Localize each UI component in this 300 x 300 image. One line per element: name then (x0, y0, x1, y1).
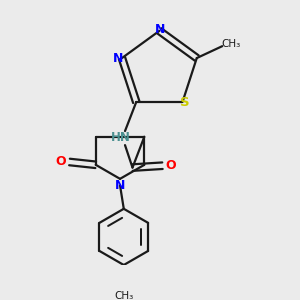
Text: HN: HN (111, 131, 131, 144)
Text: O: O (56, 155, 66, 169)
Text: N: N (113, 52, 123, 64)
Text: N: N (155, 23, 166, 36)
Text: S: S (181, 95, 190, 109)
Text: N: N (115, 179, 125, 192)
Text: CH₃: CH₃ (221, 39, 240, 49)
Text: O: O (166, 159, 176, 172)
Text: CH₃: CH₃ (114, 291, 134, 300)
